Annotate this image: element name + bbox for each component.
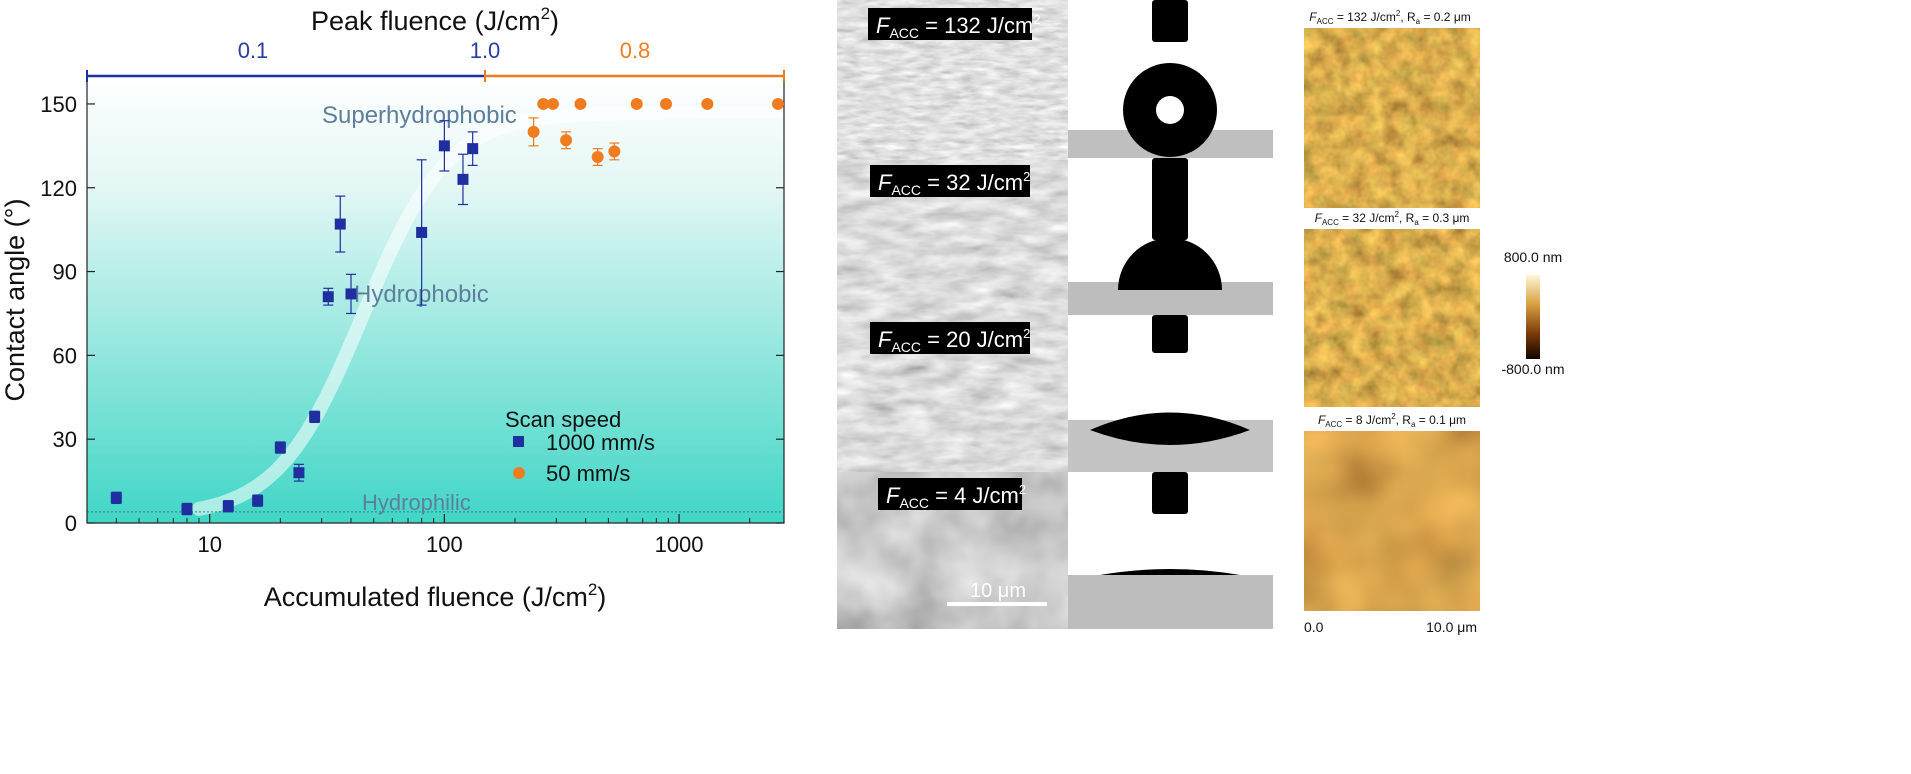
point-50mms <box>560 134 573 147</box>
point-1000mms <box>274 442 286 454</box>
point-1000mms <box>293 467 305 479</box>
afm-label-32: FACC = 32 J/cm2, Ra = 0.3 μm <box>1315 210 1470 227</box>
x-tick-label-100: 100 <box>426 532 463 557</box>
svg-text:FACC = 132 J/cm2: FACC = 132 J/cm2 <box>876 12 1041 41</box>
point-50mms <box>701 97 714 110</box>
point-50mms <box>527 125 540 138</box>
legend-marker-square <box>513 436 524 447</box>
x-axis-ticks: 10 100 1000 <box>197 514 704 557</box>
point-1000mms <box>438 140 450 152</box>
point-1000mms <box>309 411 321 423</box>
afm-x-axis-right: 10.0 μm <box>1426 619 1477 635</box>
svg-text:FACC = 8 J/cm2, Ra = 0.1 μm: FACC = 8 J/cm2, Ra = 0.1 μm <box>1318 412 1466 429</box>
afm-label-132: FACC = 132 J/cm2, Ra = 0.2 μm <box>1309 9 1470 26</box>
droplet-3 <box>1090 412 1250 445</box>
legend-label-50: 50 mm/s <box>546 461 630 486</box>
y-tick-label-90: 90 <box>53 260 77 285</box>
svg-text:FACC = 132 J/cm2, Ra = 0.2 μm: FACC = 132 J/cm2, Ra = 0.2 μm <box>1309 9 1470 26</box>
point-1000mms <box>322 291 334 303</box>
y-tick-label-60: 60 <box>53 343 77 368</box>
legend-label-1000: 1000 mm/s <box>546 430 655 455</box>
sem-label-20: FACC = 20 J/cm2 <box>870 322 1030 355</box>
top-tick-label-1.0: 1.0 <box>470 38 501 63</box>
droplet-2 <box>1118 238 1222 290</box>
point-1000mms <box>457 173 469 185</box>
droplet-4 <box>1100 569 1240 575</box>
svg-text:FACC = 20 J/cm2: FACC = 20 J/cm2 <box>878 326 1030 355</box>
top-tick-label-0.8: 0.8 <box>620 38 651 63</box>
legend: Scan speed 1000 mm/s 50 mm/s <box>505 407 655 486</box>
afm-image-32 <box>1304 229 1480 407</box>
svg-text:FACC = 32 J/cm2, Ra = 0.3 μm: FACC = 32 J/cm2, Ra = 0.3 μm <box>1315 210 1470 227</box>
svg-text:FACC = 32 J/cm2: FACC = 32 J/cm2 <box>878 169 1030 198</box>
data-points <box>110 97 785 516</box>
point-50mms <box>591 151 604 164</box>
sem-label-4: FACC = 4 J/cm2 <box>878 478 1026 511</box>
point-1000mms <box>110 492 122 504</box>
droplet-image-column <box>1068 0 1273 629</box>
point-1000mms <box>181 503 193 515</box>
x-axis-title: Accumulated fluence (J/cm2) <box>264 580 607 612</box>
point-50mms <box>630 97 643 110</box>
point-50mms <box>772 97 785 110</box>
afm-label-8: FACC = 8 J/cm2, Ra = 0.1 μm <box>1318 412 1466 429</box>
point-50mms <box>574 97 587 110</box>
needle-2 <box>1152 158 1188 240</box>
y-tick-label-30: 30 <box>53 427 77 452</box>
y-axis-ticks: 0 30 60 90 120 150 <box>40 92 784 536</box>
plot-background-gradient <box>87 76 784 523</box>
x-tick-label-10: 10 <box>197 532 221 557</box>
needle-1 <box>1152 0 1188 42</box>
point-1000mms <box>222 500 234 512</box>
scale-bar-label: 10 μm <box>970 580 1026 602</box>
y-tick-label-150: 150 <box>40 92 77 117</box>
contact-angle-chart: 0 30 60 90 120 150 10 100 1000 0.1 1.0 0.8 Peak… <box>0 4 791 612</box>
afm-image-8 <box>1304 431 1480 611</box>
svg-text:FACC = 4 J/cm2: FACC = 4 J/cm2 <box>886 482 1026 511</box>
needle-4 <box>1152 472 1188 514</box>
region-label-superhydrophobic: Superhydrophobic <box>322 102 517 129</box>
x-axis-minor-ticks <box>86 518 751 523</box>
colorbar-max-label: 800.0 nm <box>1504 249 1562 265</box>
point-50mms <box>537 97 550 110</box>
colorbar-min-label: -800.0 nm <box>1501 361 1564 377</box>
sem-label-32: FACC = 32 J/cm2 <box>870 165 1030 198</box>
legend-title: Scan speed <box>505 407 621 432</box>
y-tick-label-0: 0 <box>65 511 77 536</box>
sem-label-132: FACC = 132 J/cm2 <box>868 8 1041 41</box>
afm-image-column: FACC = 132 J/cm2, Ra = 0.2 μm FACC = 32 … <box>1304 9 1565 635</box>
y-axis-title: Contact angle (°) <box>0 199 30 402</box>
point-50mms <box>546 97 559 110</box>
y-tick-label-120: 120 <box>40 176 77 201</box>
point-1000mms <box>467 143 479 155</box>
top-tick-label-0.1: 0.1 <box>238 38 269 63</box>
point-50mms <box>608 145 621 158</box>
afm-x-axis-left: 0.0 <box>1304 619 1324 635</box>
legend-marker-circle <box>513 467 525 479</box>
trend-band <box>192 105 791 516</box>
point-1000mms <box>252 495 264 507</box>
needle-3 <box>1152 315 1188 353</box>
sem-image-column: FACC = 132 J/cm2 FACC = 32 J/cm2 FACC = … <box>837 0 1068 629</box>
top-axis-title: Peak fluence (J/cm2) <box>311 4 559 36</box>
x-tick-label-1000: 1000 <box>655 532 704 557</box>
height-colorbar <box>1526 275 1540 359</box>
point-50mms <box>660 97 673 110</box>
point-1000mms <box>334 218 346 230</box>
afm-image-132 <box>1304 28 1480 208</box>
point-1000mms <box>416 226 428 238</box>
point-1000mms <box>345 288 357 300</box>
region-label-hydrophilic: Hydrophilic <box>362 490 471 515</box>
